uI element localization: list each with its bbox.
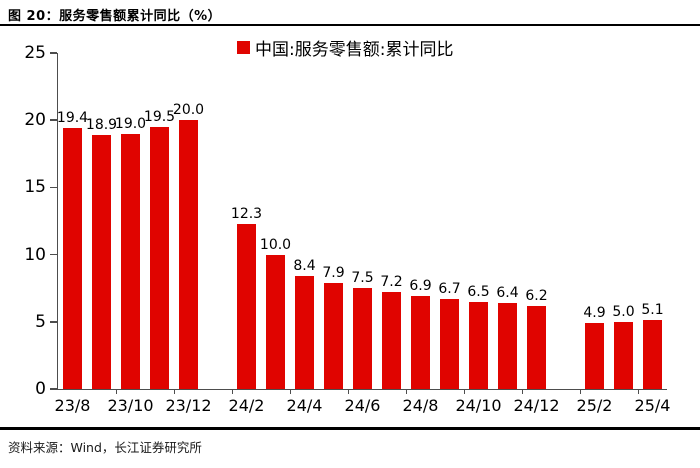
bar-value-label: 12.3 (230, 205, 263, 222)
x-tick-label: 24/8 (402, 396, 439, 415)
x-tick-label: 23/8 (54, 396, 91, 415)
x-tick (115, 389, 117, 394)
bar (121, 133, 140, 389)
y-tick-label: 0 (35, 379, 46, 399)
bar (92, 134, 111, 389)
bar (643, 320, 662, 389)
bar-value-label: 5.1 (641, 302, 664, 319)
x-tick-label: 24/2 (228, 396, 265, 415)
bar (324, 282, 343, 389)
bar-value-label: 19.0 (114, 115, 147, 132)
legend-series-label: 中国:服务零售额:累计同比 (255, 39, 454, 60)
x-tick (579, 389, 581, 394)
x-tick (289, 389, 291, 394)
bar (63, 128, 82, 389)
x-tick-label: 24/4 (286, 396, 323, 415)
bar (382, 292, 401, 389)
bar (527, 305, 546, 389)
x-tick (637, 389, 639, 394)
x-tick-label: 25/4 (634, 396, 671, 415)
x-tick (347, 389, 349, 394)
bar-value-label: 7.2 (380, 274, 403, 291)
bar (295, 276, 314, 389)
bar (585, 323, 604, 389)
legend-square-icon (237, 40, 250, 54)
x-tick-label: 23/10 (107, 396, 154, 415)
chart-legend: 中国:服务零售额:累计同比 (237, 36, 454, 60)
y-tick-label: 5 (35, 311, 46, 332)
bar-value-label: 19.4 (56, 110, 89, 127)
x-tick-label: 24/6 (344, 396, 381, 415)
y-tick (50, 186, 57, 189)
x-tick (173, 389, 175, 394)
bottom-divider (0, 427, 700, 430)
bar-value-label: 6.7 (438, 280, 461, 297)
bar (237, 223, 256, 389)
x-tick (405, 389, 407, 394)
x-tick (521, 389, 523, 394)
bar (411, 296, 430, 389)
bar (150, 126, 169, 389)
bar-value-label: 10.0 (259, 236, 292, 253)
source-attribution: 资料来源：Wind，长江证券研究所 (8, 440, 202, 455)
bar-value-label: 6.2 (525, 287, 548, 304)
y-tick-label: 20 (24, 110, 46, 131)
bar-value-label: 19.5 (143, 108, 176, 125)
x-tick (231, 389, 233, 394)
y-tick-label: 15 (24, 177, 46, 198)
x-tick-label: 25/2 (576, 396, 613, 415)
title-divider (0, 24, 700, 26)
figure-title: 图 20：服务零售额累计同比（%） (8, 9, 222, 24)
y-tick (50, 321, 57, 323)
bar-value-label: 6.4 (496, 284, 519, 301)
x-tick (463, 389, 465, 394)
x-tick-label: 24/10 (455, 396, 502, 415)
bar-value-label: 8.4 (293, 258, 316, 275)
bar-value-label: 20.0 (172, 102, 205, 119)
y-tick (50, 388, 57, 390)
y-tick-label: 25 (24, 43, 46, 63)
bar-value-label: 6.5 (467, 283, 490, 300)
bar (440, 298, 459, 389)
bar (498, 302, 517, 389)
bar (469, 301, 488, 389)
bar (266, 254, 285, 389)
bar-value-label: 6.9 (409, 278, 432, 295)
bar (614, 321, 633, 389)
bar-value-label: 7.5 (351, 270, 374, 287)
x-tick-label: 24/12 (513, 396, 560, 415)
bar-value-label: 5.0 (612, 303, 635, 320)
y-axis-line (56, 53, 58, 389)
bar-value-label: 4.9 (583, 305, 606, 322)
x-axis-line (56, 388, 667, 390)
y-tick (50, 52, 57, 54)
y-tick-label: 10 (24, 244, 46, 265)
y-tick (50, 253, 57, 256)
bar-value-label: 7.9 (322, 264, 345, 281)
bar-value-label: 18.9 (85, 116, 118, 133)
bar (353, 288, 372, 389)
y-tick (50, 119, 57, 121)
bar (179, 120, 198, 389)
x-tick-label: 23/12 (165, 396, 212, 415)
